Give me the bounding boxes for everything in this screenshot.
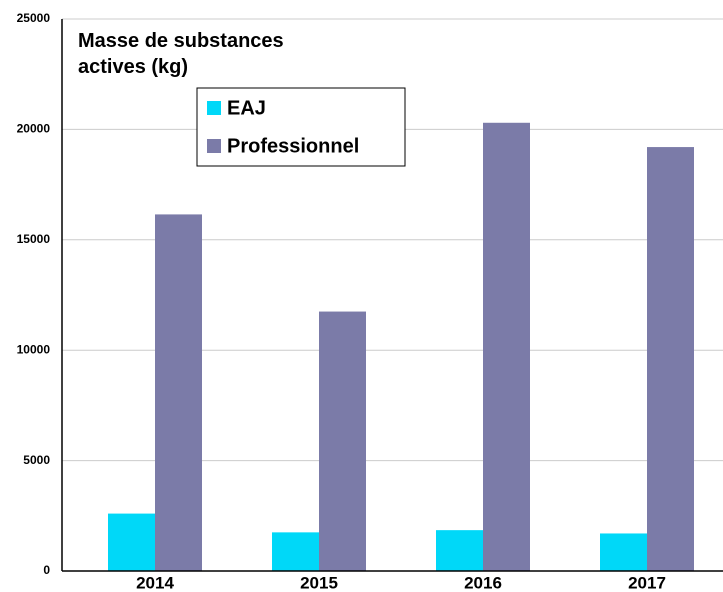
legend-label: Professionnel [227,135,359,157]
x-tick-label: 2015 [300,573,338,592]
bar [272,532,319,571]
y-tick-label: 5000 [23,453,50,467]
bar [647,147,694,571]
x-tick-label: 2014 [136,573,174,592]
x-tick-label: 2016 [464,573,502,592]
y-tick-label: 15000 [17,232,51,246]
legend-label: EAJ [227,97,266,119]
bar [319,311,366,571]
legend-swatch [207,139,221,153]
bar [483,122,530,571]
bar [436,530,483,571]
legend-box [196,87,406,167]
bar [108,513,155,571]
chart-title: Masse de substances actives (kg) [78,30,284,78]
bar [155,214,202,571]
x-tick-label: 2017 [628,573,666,592]
y-tick-label: 0 [43,563,50,577]
y-tick-label: 10000 [17,342,51,356]
y-tick-label: 25000 [17,11,51,25]
legend-swatch [207,101,221,115]
y-tick-label: 20000 [17,122,51,136]
bar [600,533,647,571]
